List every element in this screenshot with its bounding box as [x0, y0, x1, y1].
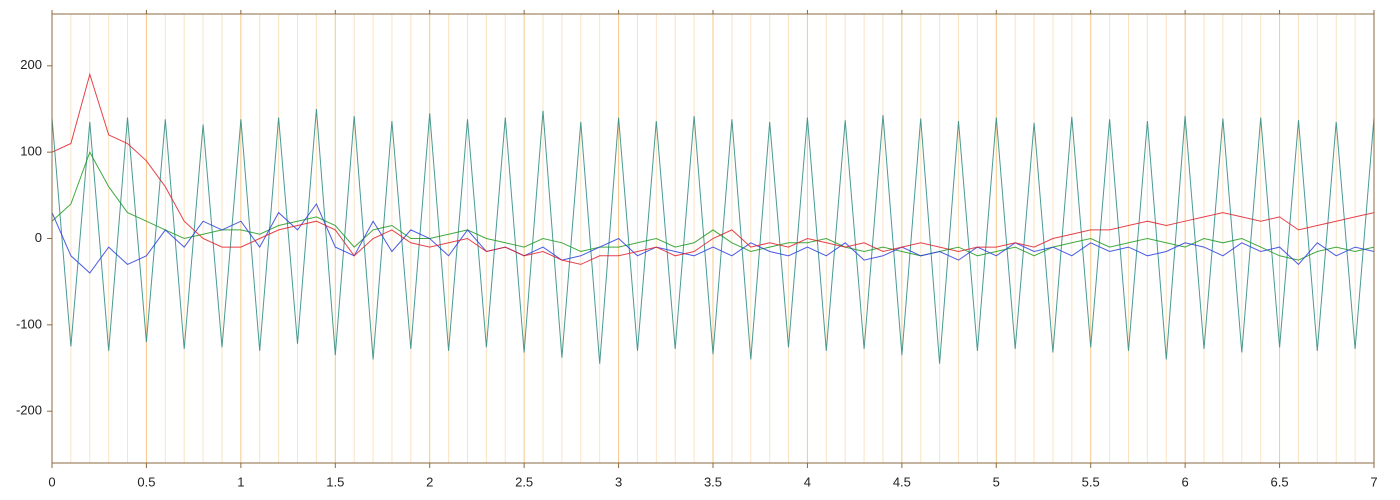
x-tick-label: 3.5: [704, 474, 722, 489]
signal-trace: [51, 203, 1375, 274]
x-tick-label: 4.5: [893, 474, 911, 489]
y-tick-label: -100: [16, 316, 42, 331]
x-tick-label: 1.5: [326, 474, 344, 489]
y-tick-label: 200: [20, 57, 42, 72]
x-tick-label: 1: [237, 474, 244, 489]
x-tick-label: 0.5: [137, 474, 155, 489]
y-tick-label: 0: [35, 230, 42, 245]
x-tick-label: 2: [426, 474, 433, 489]
signal-trace: [51, 150, 1375, 261]
x-tick-label: 5: [993, 474, 1000, 489]
x-tick-label: 7: [1370, 474, 1377, 489]
x-tick-label: 2.5: [515, 474, 533, 489]
signal-trace: [51, 72, 1375, 265]
signal-trace: [51, 108, 1375, 364]
y-tick-label: 100: [20, 144, 42, 159]
x-tick-label: 6.5: [1271, 474, 1289, 489]
y-tick-label: -200: [16, 403, 42, 418]
x-tick-label: 3: [615, 474, 622, 489]
x-tick-label: 6: [1182, 474, 1189, 489]
x-tick-label: 5.5: [1082, 474, 1100, 489]
x-tick-label: 4: [804, 474, 811, 489]
x-tick-label: 0: [48, 474, 55, 489]
